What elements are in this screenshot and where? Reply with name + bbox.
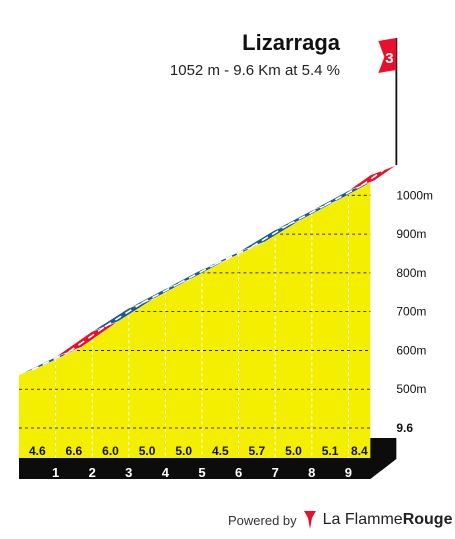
- climb-subtitle: 1052 m - 9.6 Km at 5.4 %: [169, 62, 340, 79]
- gradient-label: 6.6: [66, 444, 83, 458]
- gradient-label: 5.0: [139, 444, 156, 458]
- gradient-label: 8.4: [351, 444, 368, 458]
- flame-logo-icon: [303, 511, 316, 529]
- gradient-label: 5.1: [322, 444, 339, 458]
- km-tick-label: 4: [162, 465, 170, 480]
- y-tick-label: 1000m: [396, 188, 433, 202]
- road-centerline: [141, 283, 179, 304]
- climb-title: Lizarraga: [242, 30, 340, 55]
- km-tick-label: 2: [89, 465, 96, 480]
- km-tick-label: 7: [272, 465, 279, 480]
- km-tick-label: 8: [308, 465, 315, 480]
- gradient-label: 4.6: [29, 444, 46, 458]
- road-centerline: [360, 169, 384, 187]
- road-centerline: [68, 325, 106, 353]
- powered-by-label: Powered by: [228, 512, 297, 528]
- y-tick-label: 600m: [396, 343, 426, 357]
- gradient-label: 6.0: [102, 444, 119, 458]
- km-tick-label: 1: [52, 465, 59, 480]
- category-flag-label: 3: [385, 50, 393, 67]
- km-tick-label: 6: [235, 465, 242, 480]
- brand-name[interactable]: La FlammeRouge: [323, 511, 453, 529]
- road-centerline: [178, 263, 216, 285]
- profile-fill: [19, 175, 371, 458]
- y-tick-label: 700m: [396, 305, 426, 319]
- road-centerline: [214, 246, 252, 266]
- y-tick-label: 800m: [396, 266, 426, 280]
- gradient-label: 5.0: [175, 444, 192, 458]
- gradient-label: 5.7: [249, 444, 266, 458]
- y-tick-label: 900m: [396, 227, 426, 241]
- road-centerline: [31, 351, 69, 371]
- km-tick-label: 9: [345, 465, 352, 480]
- gradient-label: 5.0: [285, 444, 302, 458]
- km-tick-label: 5: [198, 465, 205, 480]
- km-tick-label: 3: [125, 465, 132, 480]
- road-centerline: [104, 302, 143, 328]
- gradient-label: 4.5: [212, 444, 229, 458]
- footer: Powered by La FlammeRouge: [228, 510, 452, 530]
- brand-prefix: La Flamme: [322, 511, 403, 528]
- distance-end-label: 9.6: [396, 421, 413, 435]
- road-centerline: [287, 204, 326, 226]
- category-flag: [378, 38, 397, 73]
- brand-suffix: Rouge: [402, 511, 453, 528]
- road-centerline: [324, 184, 362, 207]
- y-tick-label: 500m: [396, 382, 426, 396]
